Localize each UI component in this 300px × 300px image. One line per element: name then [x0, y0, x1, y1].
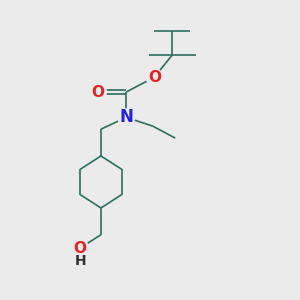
Text: O: O [92, 85, 104, 100]
Circle shape [72, 240, 88, 256]
Circle shape [90, 84, 106, 100]
Text: O: O [74, 241, 87, 256]
Text: H: H [74, 254, 86, 268]
Text: O: O [148, 70, 161, 85]
Circle shape [73, 254, 88, 269]
Text: N: N [119, 108, 133, 126]
Circle shape [146, 69, 163, 85]
Circle shape [118, 109, 134, 126]
